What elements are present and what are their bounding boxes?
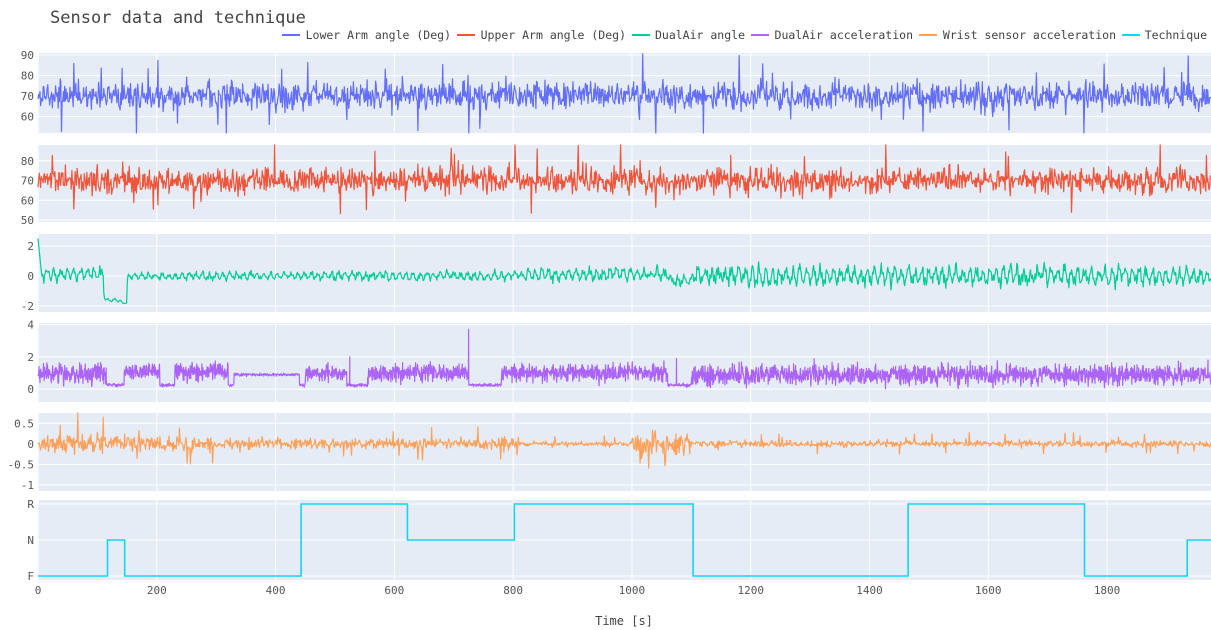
y-tick-0-2: 80 [21, 70, 34, 83]
x-axis-ticks: 0 200 400 600 800 1000 1200 1400 1600 1800 [35, 584, 1121, 597]
legend-label-4: Wrist sensor acceleration [943, 28, 1116, 42]
legend-item-1[interactable]: Upper Arm angle (Deg) [457, 28, 626, 42]
x-tick-2: 400 [266, 584, 286, 597]
legend-label-0: Lower Arm angle (Deg) [306, 28, 451, 42]
y-tick-5-2: R [27, 498, 34, 511]
y-tick-1-3: 80 [21, 155, 34, 168]
x-tick-3: 600 [384, 584, 404, 597]
panels: 60 70 80 90 50 60 70 80 -2 0 2 0 2 4 -1 -0.5 0 0.5 F N R [8, 49, 1211, 583]
panel-0: 60 70 80 90 [21, 49, 1211, 134]
y-tick-1-1: 60 [21, 194, 34, 207]
panel-3: 0 2 4 [27, 319, 1211, 402]
legend-label-1: Upper Arm angle (Deg) [481, 28, 626, 42]
series-line-2 [37, 238, 1211, 305]
x-tick-6: 1200 [737, 584, 764, 597]
panel-background-3 [38, 323, 1211, 402]
x-tick-1: 200 [147, 584, 167, 597]
series-line-4 [37, 412, 1211, 469]
y-tick-5-1: N [27, 534, 34, 547]
y-tick-3-0: 0 [27, 383, 34, 396]
legend-item-2[interactable]: DualAir angle [632, 28, 745, 42]
y-tick-0-0: 60 [21, 111, 34, 124]
legend-label-3: DualAir acceleration [775, 28, 913, 42]
x-tick-4: 800 [503, 584, 523, 597]
y-tick-4-1: -0.5 [8, 458, 35, 471]
legend-item-4[interactable]: Wrist sensor acceleration [919, 28, 1116, 42]
y-tick-5-0: F [27, 570, 34, 583]
y-tick-3-2: 4 [27, 319, 34, 332]
y-tick-4-0: -1 [21, 479, 34, 492]
y-tick-2-1: 0 [27, 270, 34, 283]
legend-label-2: DualAir angle [655, 28, 745, 42]
panel-2: -2 0 2 [21, 234, 1211, 313]
legend-item-0[interactable]: Lower Arm angle (Deg) [282, 28, 451, 42]
series-line-0 [37, 53, 1211, 134]
series-line-1 [37, 144, 1211, 215]
legend-item-5[interactable]: Technique [1122, 28, 1207, 42]
y-tick-2-0: -2 [21, 300, 34, 313]
y-tick-1-2: 70 [21, 175, 34, 188]
panel-4: -1 -0.5 0 0.5 [8, 412, 1211, 492]
series-line-3 [37, 328, 1211, 390]
y-tick-3-1: 2 [27, 351, 34, 364]
y-tick-4-2: 0 [27, 438, 34, 451]
x-tick-9: 1800 [1094, 584, 1121, 597]
y-tick-4-3: 0.5 [14, 417, 34, 430]
x-tick-5: 1000 [619, 584, 646, 597]
legend-label-5: Technique [1145, 28, 1207, 42]
x-tick-0: 0 [35, 584, 42, 597]
y-tick-0-1: 70 [21, 90, 34, 103]
legend-item-3[interactable]: DualAir acceleration [751, 28, 913, 42]
panel-5: F N R [27, 498, 1211, 583]
legend[interactable]: Technique Wrist sensor acceleration DualAi… [282, 28, 1207, 42]
y-tick-0-3: 90 [21, 49, 34, 62]
series-line-5 [38, 503, 1211, 577]
panel-background-4 [38, 413, 1211, 491]
x-tick-7: 1400 [856, 584, 883, 597]
panel-1: 50 60 70 80 [21, 144, 1211, 227]
y-tick-2-2: 2 [27, 240, 34, 253]
x-axis-label: Time [s] [595, 614, 653, 628]
chart-title: Sensor data and technique [50, 8, 306, 28]
x-tick-8: 1600 [975, 584, 1002, 597]
y-tick-1-0: 50 [21, 214, 34, 227]
